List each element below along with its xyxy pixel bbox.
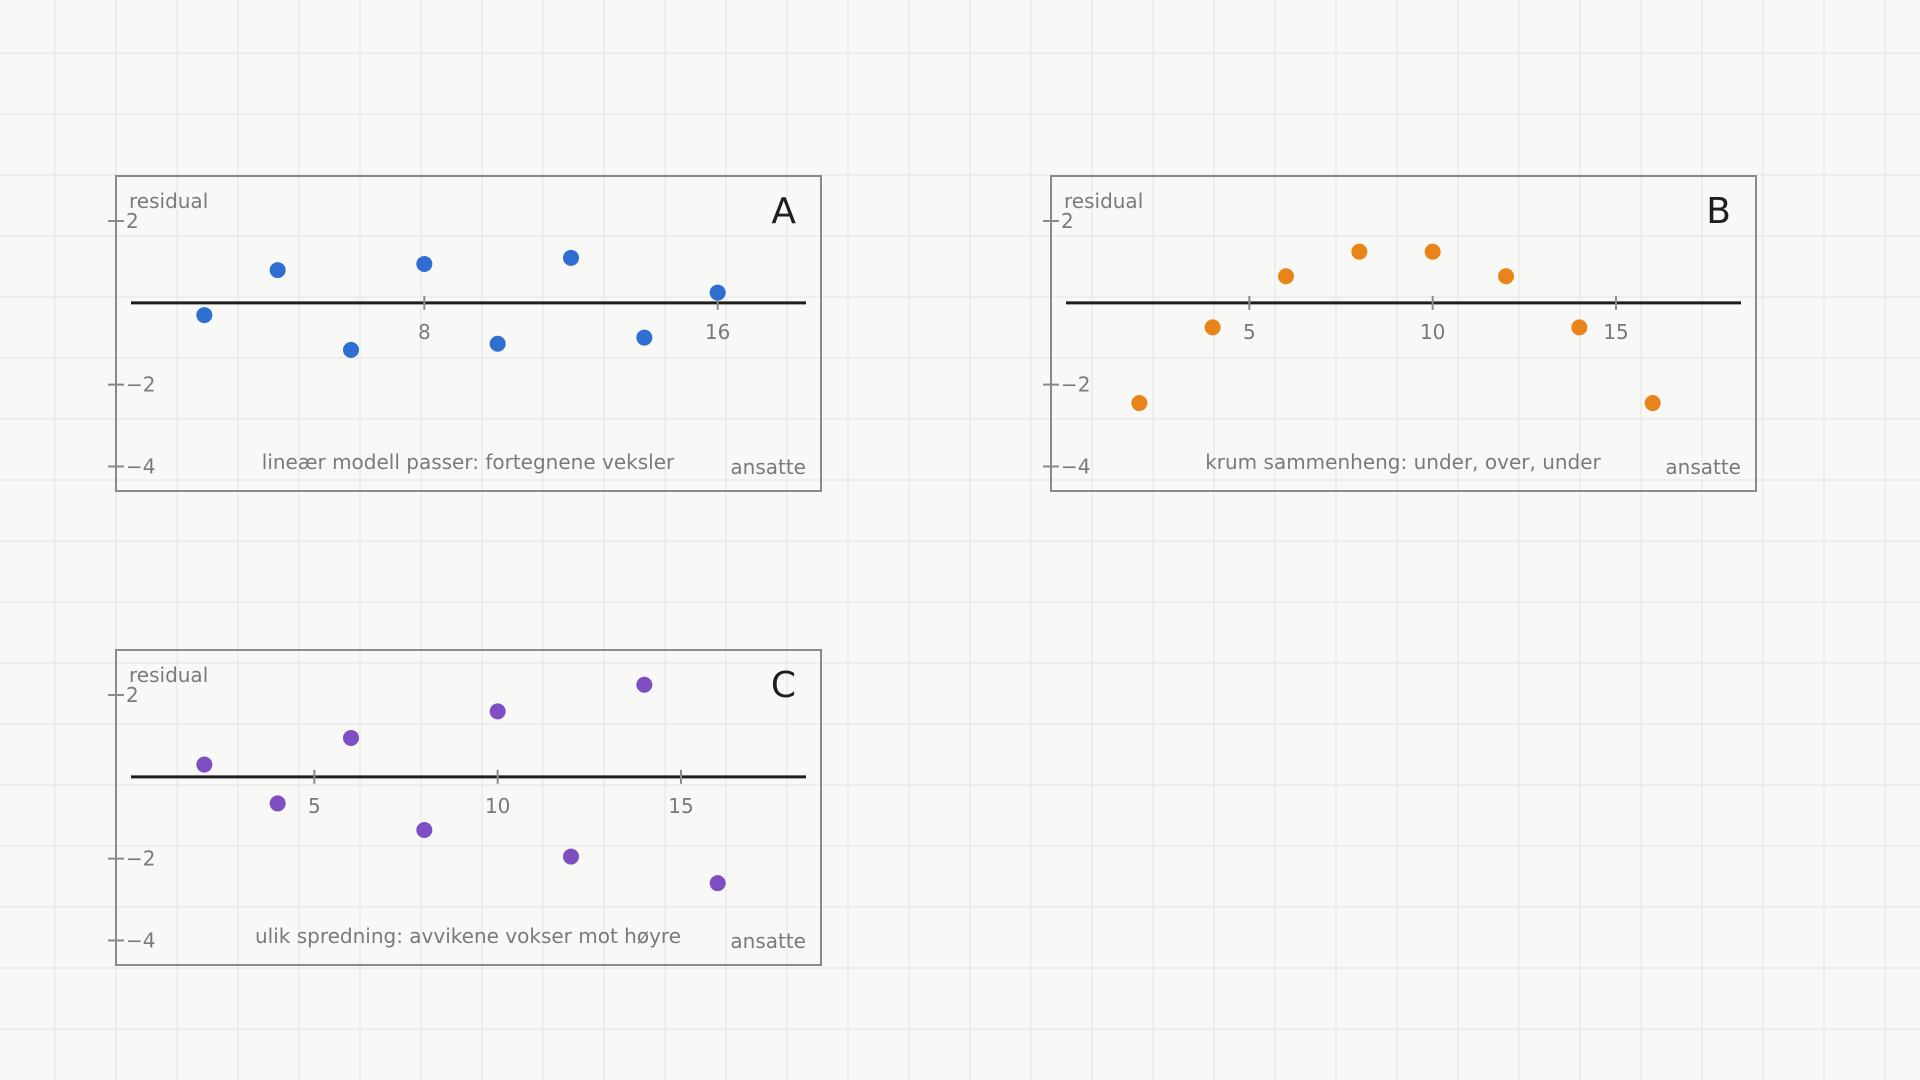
data-point [1278,268,1294,285]
panel-letter: A [771,191,796,232]
y-axis-label: residual [129,663,208,687]
data-point [1351,243,1368,260]
data-point [196,756,213,773]
x-axis-label: ansatte [730,929,806,953]
x-tick-label: 8 [418,320,431,344]
panel-letter: B [1706,191,1731,232]
panel-b: 2 −2 −4 5 10 15 residual ansatte krum sammenheng… [1043,175,1757,492]
panel-caption: krum sammenheng: under, over, under [1205,450,1601,474]
x-tick-label: 15 [1603,320,1628,344]
panel-a: 2 −2 −4 8 16 residual ansatte lineær modell pas… [108,175,822,492]
panel-frame [1050,175,1757,492]
data-point [269,795,286,812]
x-tick-label: 10 [1420,320,1445,344]
x-axis-label: ansatte [730,455,806,479]
data-point [636,329,653,346]
data-point [489,335,506,352]
y-tick-label: 2 [1061,209,1074,233]
y-tick-label: −2 [1061,373,1090,397]
data-point [196,307,213,324]
data-point [1204,319,1221,336]
x-tick-label: 5 [1243,320,1256,344]
data-point [489,703,506,720]
data-point [343,729,359,746]
panel-frame [115,175,822,492]
panel-frame [115,649,822,966]
panel-caption: lineær modell passer: fortegnene veksler [262,450,675,474]
data-point [563,249,579,266]
y-axis-label: residual [129,189,208,213]
y-tick-label: −2 [126,373,155,397]
data-point [563,848,579,865]
x-axis-label: ansatte [1665,455,1741,479]
x-tick-label: 10 [485,794,510,818]
x-tick-label: 15 [668,794,693,818]
data-point [1424,243,1441,260]
data-point [416,822,433,838]
data-point [416,255,433,272]
data-point [269,262,286,279]
y-tick-label: −4 [1061,454,1090,478]
y-tick-label: −4 [126,928,155,952]
data-point [1131,395,1148,412]
y-axis-label: residual [1064,189,1143,213]
data-point [1644,395,1661,412]
x-tick-label: 5 [308,794,321,818]
data-point [709,284,726,301]
y-tick-label: −2 [126,847,155,871]
y-tick-label: 2 [126,209,139,233]
y-tick-label: 2 [126,683,139,707]
data-point [343,341,359,358]
panel-caption: ulik spredning: avvikene vokser mot høyr… [255,924,681,948]
y-tick-label: −4 [126,454,155,478]
data-point [1571,319,1588,336]
panel-letter: C [771,665,796,706]
panel-c: 2 −2 −4 5 10 15 residual ansatte ulik spredning:… [108,649,822,966]
panels: 2 −2 −4 8 16 residual ansatte lineær modell pas… [108,175,1757,966]
data-point [636,676,653,693]
x-tick-label: 16 [705,320,730,344]
data-point [1498,268,1514,285]
data-point [709,875,726,892]
